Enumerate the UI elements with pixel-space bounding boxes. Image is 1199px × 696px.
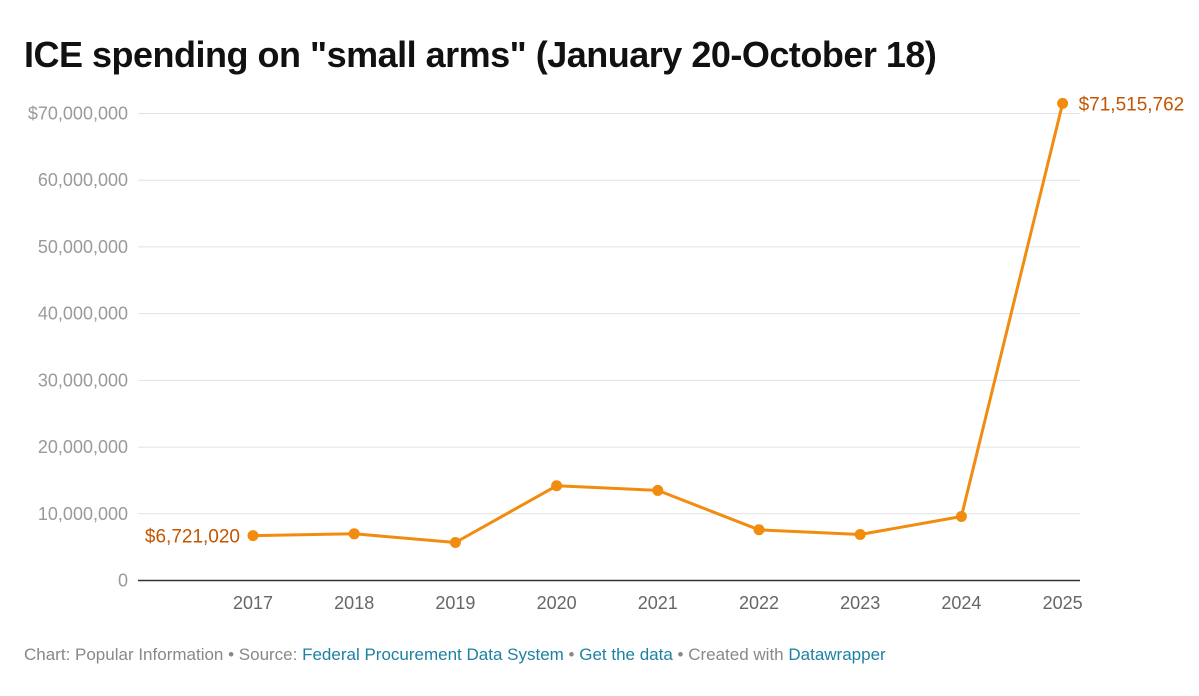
y-axis-tick-labels: 0 10,000,000 20,000,000 30,000,000 40,000,00… bbox=[28, 104, 128, 591]
x-tick-label: 2022 bbox=[739, 593, 779, 613]
data-point bbox=[449, 536, 461, 548]
footer-credit: Chart: Popular Information • Source: bbox=[24, 645, 303, 664]
source-link[interactable]: Federal Procurement Data System bbox=[302, 645, 564, 664]
y-tick-label: 0 bbox=[118, 571, 128, 591]
x-tick-label: 2021 bbox=[638, 593, 678, 613]
x-tick-label: 2017 bbox=[233, 593, 273, 613]
y-tick-label: $70,000,000 bbox=[28, 104, 128, 124]
data-point bbox=[247, 530, 259, 542]
data-point bbox=[652, 484, 664, 496]
data-point bbox=[753, 524, 765, 536]
x-tick-label: 2018 bbox=[334, 593, 374, 613]
y-tick-label: 50,000,000 bbox=[38, 237, 128, 257]
y-tick-label: 20,000,000 bbox=[38, 437, 128, 457]
y-tick-label: 40,000,000 bbox=[38, 304, 128, 324]
x-tick-label: 2020 bbox=[537, 593, 577, 613]
x-axis-tick-labels: 2017 2018 2019 2020 2021 2022 2023 2024 2025 bbox=[233, 593, 1083, 613]
data-label: $6,721,020 bbox=[145, 527, 240, 548]
gridlines bbox=[138, 113, 1080, 515]
data-point bbox=[1057, 97, 1069, 109]
data-labels: $6,721,020 $71,515,762 bbox=[145, 94, 1184, 547]
datawrapper-link[interactable]: Datawrapper bbox=[788, 645, 886, 664]
get-data-link[interactable]: Get the data bbox=[579, 645, 673, 664]
data-point bbox=[854, 528, 866, 540]
data-point bbox=[551, 480, 563, 492]
data-point bbox=[955, 510, 967, 522]
x-tick-label: 2024 bbox=[941, 593, 981, 613]
series-line bbox=[252, 103, 1065, 544]
data-point bbox=[348, 528, 360, 540]
y-tick-label: 10,000,000 bbox=[38, 504, 128, 524]
footer-created-with: • Created with bbox=[672, 645, 789, 664]
chart-title: ICE spending on "small arms" (January 20… bbox=[24, 34, 937, 75]
data-label: $71,515,762 bbox=[1079, 94, 1185, 115]
series-group bbox=[247, 97, 1069, 548]
footer-separator: • bbox=[563, 645, 580, 664]
x-tick-label: 2023 bbox=[840, 593, 880, 613]
x-tick-label: 2025 bbox=[1043, 593, 1083, 613]
y-tick-label: 60,000,000 bbox=[38, 170, 128, 190]
y-tick-label: 30,000,000 bbox=[38, 370, 128, 390]
chart-footer: Chart: Popular Information • Source: Fed… bbox=[24, 645, 886, 665]
x-tick-label: 2019 bbox=[435, 593, 475, 613]
